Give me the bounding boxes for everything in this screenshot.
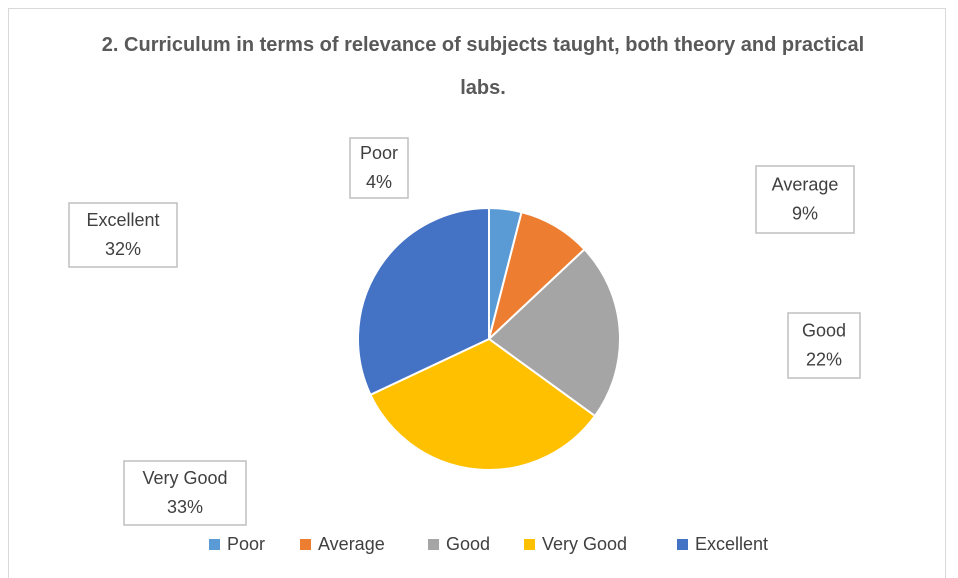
data-label-category: Good bbox=[802, 320, 846, 340]
legend-swatch bbox=[677, 539, 688, 550]
legend-swatch bbox=[300, 539, 311, 550]
data-label-category: Poor bbox=[360, 143, 398, 163]
pie-slice bbox=[487, 247, 621, 418]
data-label-value: 33% bbox=[167, 497, 203, 517]
legend-label: Average bbox=[318, 534, 385, 554]
pie-slice bbox=[357, 206, 490, 397]
legend-label: Excellent bbox=[695, 534, 768, 554]
legend-label: Very Good bbox=[542, 534, 627, 554]
legend-label: Poor bbox=[227, 534, 265, 554]
legend-swatch bbox=[209, 539, 220, 550]
data-label-value: 9% bbox=[792, 203, 818, 223]
data-label-value: 4% bbox=[366, 172, 392, 192]
data-label-box bbox=[755, 165, 855, 234]
pie-slice bbox=[369, 337, 597, 471]
legend-swatch bbox=[524, 539, 535, 550]
chart-frame bbox=[8, 8, 946, 578]
data-label-category: Very Good bbox=[142, 468, 227, 488]
legend-label: Good bbox=[446, 534, 490, 554]
data-label-box bbox=[787, 312, 861, 379]
chart-title: 2. Curriculum in terms of relevance of s… bbox=[101, 34, 865, 99]
legend-swatch bbox=[428, 539, 439, 550]
data-label-value: 32% bbox=[105, 239, 141, 259]
data-label-box bbox=[349, 137, 409, 199]
data-label-value: 22% bbox=[806, 349, 842, 369]
data-label-category: Average bbox=[772, 174, 839, 194]
data-label-category: Excellent bbox=[86, 210, 159, 230]
data-label-box bbox=[68, 202, 178, 268]
data-label-box bbox=[123, 460, 247, 526]
